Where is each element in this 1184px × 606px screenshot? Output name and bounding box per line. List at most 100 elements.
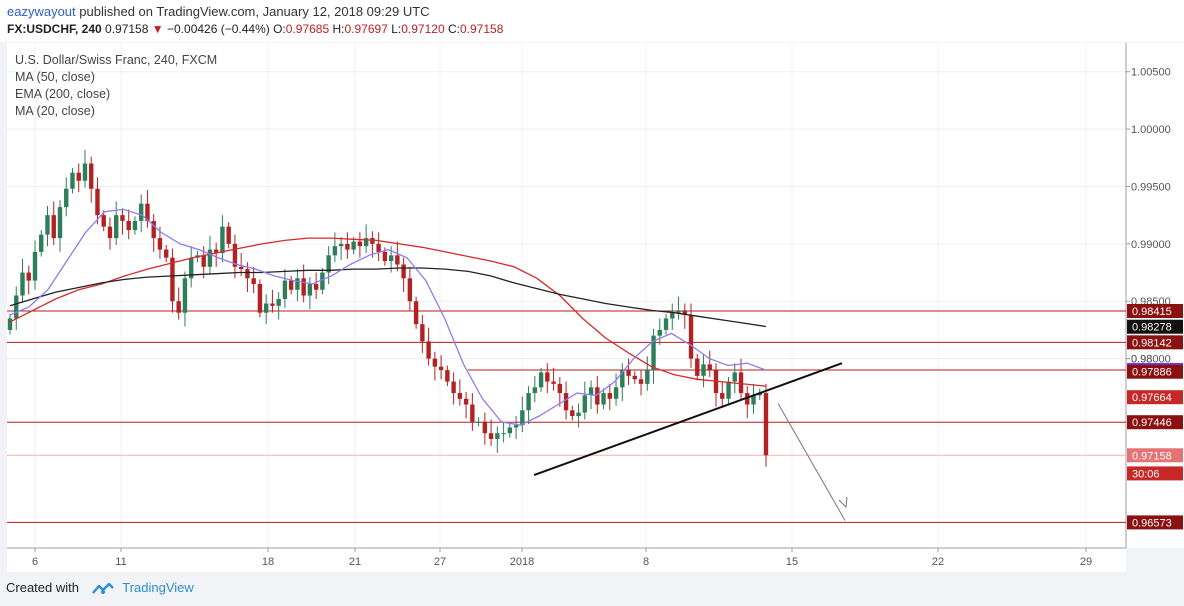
support-trendline xyxy=(533,362,843,477)
candle-body xyxy=(551,381,556,384)
candle-body xyxy=(207,249,213,267)
x-tick-label: 21 xyxy=(349,556,361,568)
candle-body xyxy=(338,243,344,247)
candle-body xyxy=(607,393,613,399)
candle-body xyxy=(32,251,38,281)
price-label-text: 0.98142 xyxy=(1132,337,1172,349)
candle-body xyxy=(363,238,369,247)
candle-body xyxy=(407,278,413,302)
price-label-text: 30:06 xyxy=(1132,468,1160,480)
x-tick-label: 8 xyxy=(643,556,649,568)
y-tick-label: 0.98 xyxy=(1131,354,1152,366)
publish-info: published on TradingView.com, January 12… xyxy=(79,4,430,19)
candle-body xyxy=(76,172,81,181)
candle-body xyxy=(457,393,463,399)
author-link[interactable]: eazywayout xyxy=(7,4,76,19)
candle-body xyxy=(57,207,63,239)
candle-body xyxy=(401,264,406,279)
open-value: 0.97685 xyxy=(285,22,330,36)
ma50-line xyxy=(9,237,767,387)
candles-group xyxy=(7,149,769,467)
time-axis[interactable] xyxy=(7,548,1126,572)
price-label-box xyxy=(1127,303,1183,318)
candle-body xyxy=(557,383,563,394)
candle-body xyxy=(676,310,681,313)
legend-ma50[interactable]: MA (50, close) xyxy=(15,70,95,84)
price-axis[interactable] xyxy=(1126,43,1184,548)
x-tick-label: 27 xyxy=(434,556,446,568)
candle-body xyxy=(288,280,294,290)
tradingview-brand-link[interactable]: TradingView xyxy=(122,580,194,595)
x-tick-label: 15 xyxy=(786,556,798,568)
candle-body xyxy=(139,203,144,221)
x-tick-label: 22 xyxy=(932,556,944,568)
candle-body xyxy=(89,163,94,189)
x-tick-label: 11 xyxy=(115,556,126,568)
candle-body xyxy=(114,215,119,239)
candle-body xyxy=(332,246,338,256)
candle-body xyxy=(576,412,581,417)
candle-body xyxy=(270,303,275,306)
candle-body xyxy=(151,220,156,239)
candle-body xyxy=(670,312,675,319)
candle-body xyxy=(763,393,769,456)
price-label-box xyxy=(1127,448,1183,463)
price-label-text: 0.98278 xyxy=(1132,322,1172,334)
price-label-box xyxy=(1127,319,1183,334)
candle-body xyxy=(745,393,750,405)
candle-body xyxy=(320,272,325,290)
candle-body xyxy=(238,266,244,270)
publish-header: eazywayout published on TradingView.com,… xyxy=(0,0,1184,42)
candle-body xyxy=(245,269,250,279)
symbol-label: FX:USDCHF, 240 xyxy=(7,22,102,36)
candle-body xyxy=(263,303,269,313)
candle-body xyxy=(39,234,44,252)
candle-body xyxy=(307,284,313,296)
candle-body xyxy=(463,398,469,405)
price-label-text: 0.98415 xyxy=(1132,306,1172,318)
candle-body xyxy=(488,433,494,439)
close-value: 0.97158 xyxy=(459,22,504,36)
candle-body xyxy=(570,410,575,417)
candle-body xyxy=(20,272,25,296)
candle-body xyxy=(563,393,569,411)
candle-body xyxy=(176,301,181,313)
candle-body xyxy=(620,370,625,388)
candle-body xyxy=(163,249,169,258)
legend-ema200[interactable]: EMA (200, close) xyxy=(15,87,111,101)
candle-body xyxy=(476,421,481,423)
price-label-box xyxy=(1127,415,1183,430)
legend-ma20[interactable]: MA (20, close) xyxy=(15,104,95,118)
close-label: C: xyxy=(447,22,460,36)
candle-body xyxy=(26,272,31,281)
arrow-head-icon xyxy=(838,496,848,509)
candle-body xyxy=(213,249,219,254)
candle-body xyxy=(201,255,206,267)
candle-body xyxy=(157,238,163,250)
candle-body xyxy=(132,220,138,231)
candle-body xyxy=(345,243,350,250)
x-tick-label: 18 xyxy=(262,556,274,568)
candle-body xyxy=(507,427,513,434)
y-tick-label: 1.00500 xyxy=(1131,67,1171,79)
candle-body xyxy=(232,243,238,267)
candle-body xyxy=(295,278,300,290)
x-tick-label: 29 xyxy=(1080,556,1092,568)
candle-body xyxy=(420,324,425,342)
price-label-box xyxy=(1127,515,1183,530)
candle-body xyxy=(482,421,488,434)
candle-body xyxy=(276,298,281,306)
candle-body xyxy=(638,379,644,384)
candle-body xyxy=(370,238,375,244)
candle-body xyxy=(595,387,600,405)
candle-body xyxy=(501,433,506,435)
ohlc-line: FX:USDCHF, 240 0.97158 ▼ −0.00426 (−0.44… xyxy=(7,22,503,36)
candle-body xyxy=(520,410,525,426)
price-label-text: 0.97446 xyxy=(1132,417,1172,429)
candle-body xyxy=(445,370,450,382)
candle-body xyxy=(45,215,50,235)
candle-body xyxy=(545,372,550,382)
candle-body xyxy=(626,370,631,376)
candle-body xyxy=(282,280,288,299)
